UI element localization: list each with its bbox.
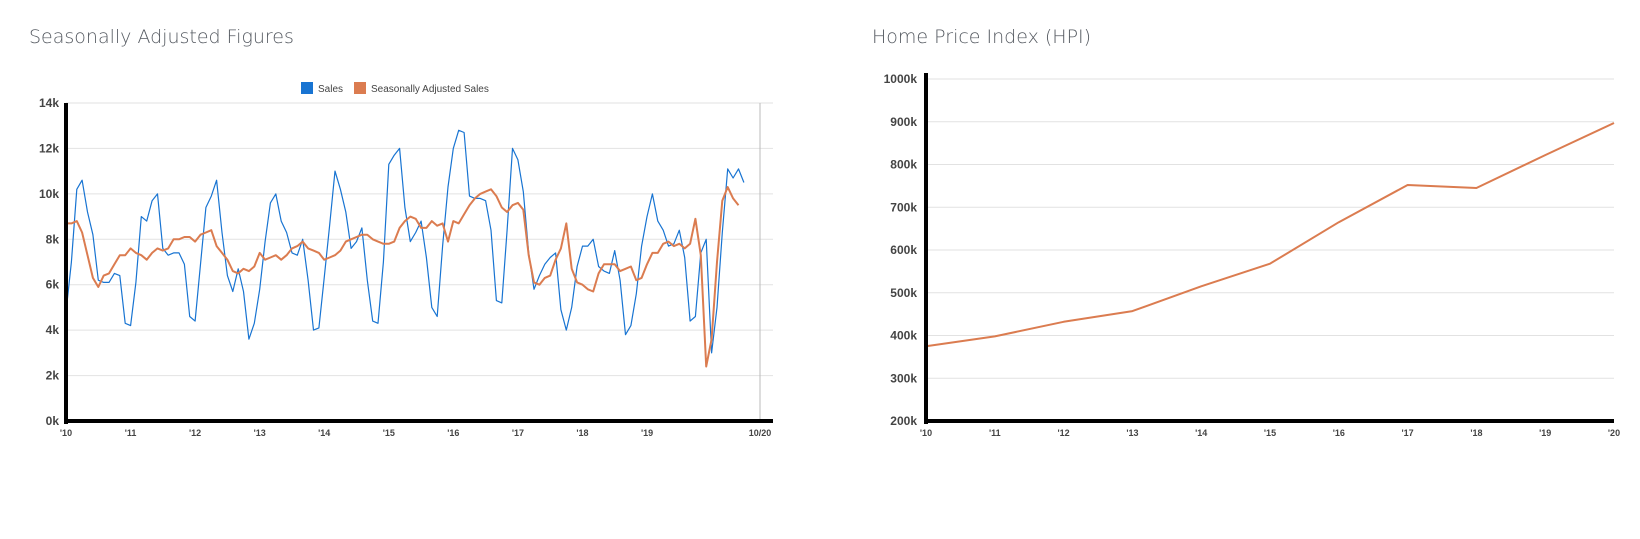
y-tick-label: 14k	[39, 96, 59, 110]
hpi-chart: 200k 300k 400k 500k 600k 700k 800k 900k 1000k '10…	[884, 72, 1620, 438]
y-tick-label: 12k	[39, 141, 59, 155]
legend-label-sales: Sales	[318, 84, 343, 95]
x-tick-label: '13	[1126, 428, 1138, 438]
x-tick-label: '20	[1608, 428, 1620, 438]
x-tick-label: '12	[1058, 428, 1070, 438]
y-tick-label: 900k	[890, 115, 917, 129]
x-tick-label: '15	[383, 428, 395, 438]
legend-swatch-adjusted	[354, 82, 366, 94]
y-tick-label: 200k	[890, 414, 917, 428]
y-tick-label: 600k	[890, 243, 917, 257]
y-tick-label: 0k	[46, 414, 60, 428]
x-tick-label: '16	[1333, 428, 1345, 438]
y-tick-label: 10k	[39, 187, 59, 201]
y-tick-label: 800k	[890, 158, 917, 172]
x-tick-label: '11	[125, 428, 137, 438]
x-tick-label: '10	[920, 428, 932, 438]
adjusted-sales-series-line	[66, 186, 740, 368]
y-tick-label: 700k	[890, 200, 917, 214]
x-tick-label: '14	[318, 428, 330, 438]
y-tick-label: 300k	[890, 371, 917, 385]
x-tick-label: '19	[641, 428, 653, 438]
x-tick-label: '19	[1539, 428, 1551, 438]
x-tick-label: '17	[1402, 428, 1414, 438]
x-tick-label: '10	[60, 428, 72, 438]
hpi-chart-title: Home Price Index (HPI)	[872, 26, 1092, 48]
y-tick-label: 8k	[46, 232, 60, 246]
x-tick-label: '18	[1470, 428, 1482, 438]
sales-chart-title: Seasonally Adjusted Figures	[29, 26, 294, 48]
legend-label-adjusted: Seasonally Adjusted Sales	[371, 84, 489, 95]
x-tick-label: '15	[1264, 428, 1276, 438]
x-tick-label: '12	[189, 428, 201, 438]
x-tick-label: '18	[576, 428, 588, 438]
legend-swatch-sales	[301, 82, 313, 94]
hpi-series-line	[925, 122, 1615, 348]
x-tick-label: '13	[254, 428, 266, 438]
x-tick-label: '17	[512, 428, 524, 438]
x-tick-label: '16	[447, 428, 459, 438]
y-tick-label: 1000k	[884, 72, 918, 86]
x-tick-label: 10/20	[749, 428, 772, 438]
y-tick-label: 400k	[890, 329, 917, 343]
sales-chart: 0k 2k 4k 6k 8k 10k 12k 14k '10 '11 '12 '13 '14 '15 '16…	[39, 82, 773, 438]
x-tick-label: '14	[1195, 428, 1207, 438]
y-tick-label: 4k	[46, 323, 60, 337]
x-tick-label: '11	[989, 428, 1001, 438]
y-tick-label: 500k	[890, 286, 917, 300]
y-tick-label: 6k	[46, 278, 60, 292]
y-tick-label: 2k	[46, 369, 60, 383]
sales-series-line	[65, 129, 745, 354]
